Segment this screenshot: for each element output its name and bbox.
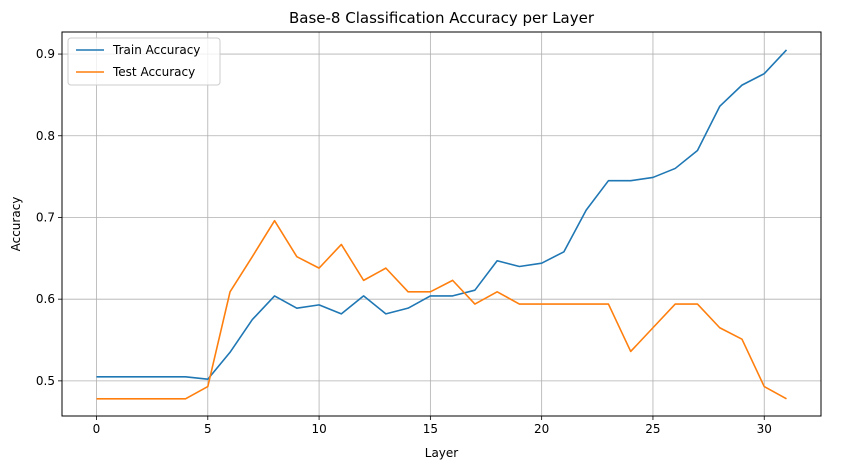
legend-box: [67, 37, 221, 86]
y-axis-label: Accuracy: [9, 197, 23, 252]
series-lines: [96, 49, 788, 400]
plot-area-frame: [61, 31, 822, 417]
grid-lines: [62, 32, 821, 416]
x-tick-label: 15: [423, 422, 438, 436]
x-axis-label: Layer: [425, 446, 459, 460]
x-tick-label: 0: [93, 422, 101, 436]
axis-ticks: 0 5 10 15 20 25 30 0.5 0.6 0.7 0.8 0.9: [36, 47, 772, 436]
y-tick-label: 0.6: [36, 292, 55, 306]
y-tick-label: 0.5: [36, 374, 55, 388]
legend-label-test: Test Accuracy: [112, 65, 195, 79]
x-tick-label: 30: [757, 422, 772, 436]
series-line-train: [96, 49, 788, 381]
x-tick-label: 25: [645, 422, 660, 436]
y-tick-label: 0.7: [36, 210, 55, 224]
series-line-test: [96, 219, 787, 400]
y-tick-label: 0.8: [36, 129, 55, 143]
chart-title: Base-8 Classification Accuracy per Layer: [289, 9, 595, 27]
legend-label-train: Train Accuracy: [112, 43, 200, 57]
y-tick-label: 0.9: [36, 47, 55, 61]
x-tick-label: 20: [534, 422, 549, 436]
legend: Train Accuracy Test Accuracy: [67, 37, 221, 86]
x-tick-label: 5: [204, 422, 212, 436]
x-tick-label: 10: [311, 422, 326, 436]
